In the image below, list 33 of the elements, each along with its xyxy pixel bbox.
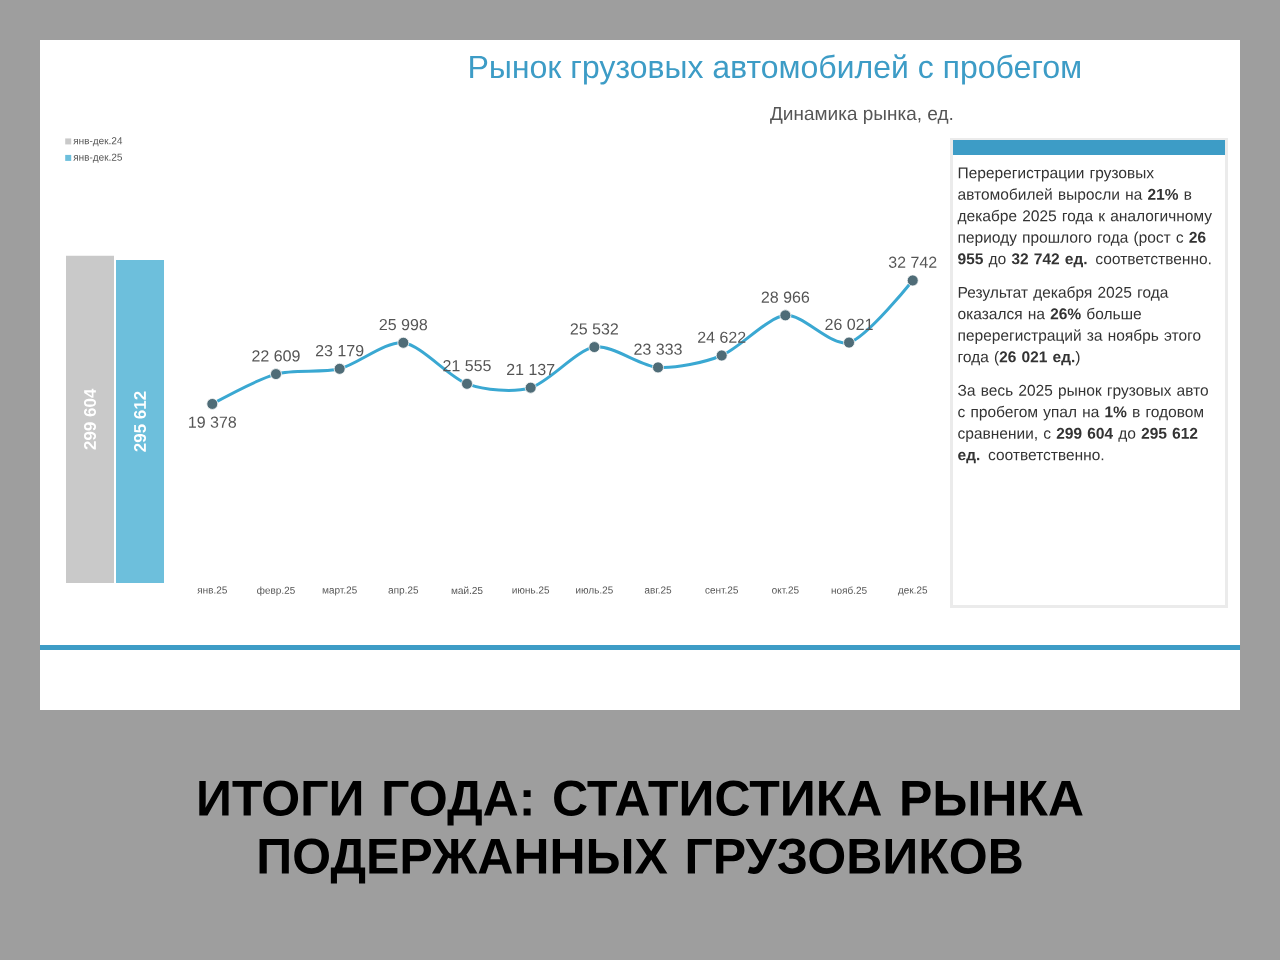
legend-label: янв-дек.24 bbox=[73, 137, 123, 147]
data-label: 19 378 bbox=[189, 416, 237, 428]
x-tick-label: дек.25 bbox=[897, 586, 928, 596]
x-tick-label: июль.25 bbox=[576, 586, 613, 594]
data-label: 24 622 bbox=[698, 331, 746, 343]
x-tick-label: окт.25 bbox=[772, 586, 799, 594]
x-tick-label: авг.25 bbox=[644, 586, 672, 594]
x-tick-label: янв.25 bbox=[197, 586, 227, 594]
data-label: 22 609 bbox=[252, 350, 300, 362]
data-label: 295 612 bbox=[133, 391, 147, 452]
data-label: 21 137 bbox=[507, 363, 555, 376]
x-tick-label: июнь.25 bbox=[512, 586, 550, 594]
data-label: 23 179 bbox=[315, 344, 364, 357]
text: ИТОГИ ГОДА: СТАТИСТИКА РЫНКА ПОДЕРЖАННЫХ ГРУЗОВИКОВ bbox=[199, 780, 1083, 884]
data-label: 32 742 bbox=[888, 256, 937, 268]
data-label: 23 333 bbox=[634, 343, 682, 355]
x-tick-label: нояб.25 bbox=[831, 586, 867, 594]
x-tick-label: май.25 bbox=[451, 586, 483, 595]
text: Перерегистрации грузовых автомобилей выросли на 21% в декабре 2025 года к аналогичному периоду прошлого года (рост с 26 955 до 32 742 ед. соответственно. bbox=[957, 167, 1212, 268]
data-label: 25 998 bbox=[379, 318, 428, 331]
x-tick-label: апр.25 bbox=[388, 586, 419, 596]
data-label: 28 966 bbox=[761, 291, 810, 303]
x-tick-label: март.25 bbox=[322, 586, 357, 596]
legend-label: янв-дек.25 bbox=[73, 153, 123, 163]
chart-subtitle: Динамика рынка, ед. bbox=[770, 106, 953, 124]
data-label: 21 555 bbox=[443, 359, 491, 372]
x-tick-label: февр.25 bbox=[257, 586, 295, 596]
chart-title: Рынок грузовых автомобилей с пробегом bbox=[470, 54, 1080, 85]
text: Результат декабря 2025 года оказался на 26% больше перерегистраций за ноябрь этого года (26 021 ед.) bbox=[958, 286, 1201, 366]
data-label: 26 021 bbox=[825, 318, 873, 331]
text: За весь 2025 рынок грузовых авто с пробегом упал на 1% в годовом сравнении, с 299 604 до 295 612 ед. соответственно. bbox=[958, 384, 1208, 464]
x-tick-label: сент.25 bbox=[705, 586, 739, 594]
data-label: 25 532 bbox=[570, 323, 618, 335]
